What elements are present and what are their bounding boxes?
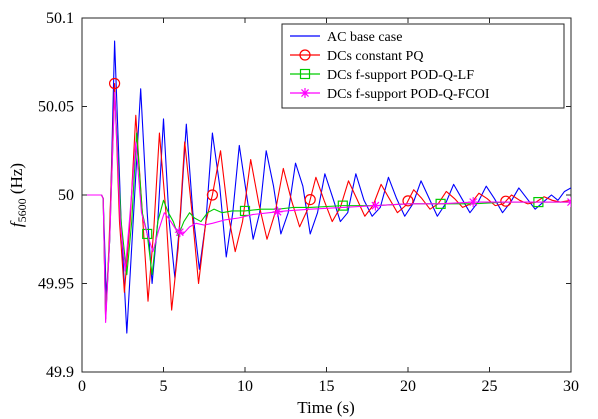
data-point-marker (500, 195, 512, 207)
x-tick-label: 20 (400, 378, 416, 395)
legend-label: DCs constant PQ (327, 49, 423, 64)
series-line (82, 91, 571, 320)
legend-marker (299, 68, 311, 80)
y-tick-label: 50 (58, 187, 74, 204)
y-tick-label: 49.9 (46, 364, 74, 381)
legend-box (281, 23, 565, 109)
data-point-marker (468, 197, 479, 208)
legend-item: AC base case (290, 30, 402, 45)
legend-marker (299, 49, 311, 61)
data-point-marker (108, 77, 121, 90)
legend-label: AC base case (327, 30, 402, 45)
data-point-marker (239, 205, 251, 217)
series-layer (82, 40, 571, 334)
data-point-marker (402, 195, 414, 207)
legend: AC base case DCs constant PQ DCs f-support… (281, 23, 565, 109)
x-tick-label: 10 (237, 378, 253, 395)
series-line (82, 91, 571, 323)
data-point-marker (566, 197, 571, 208)
series-1 (82, 40, 571, 334)
legend-label: DCs f-support POD-Q-FCOI (327, 87, 490, 102)
y-axis-label-subscript: 5600 (15, 198, 29, 222)
y-axis-label-suffix: (Hz) (7, 163, 26, 198)
legend-item: DCs f-support POD-Q-FCOI (290, 87, 490, 102)
x-tick-label: 15 (319, 378, 335, 395)
y-axis-label-base: f (7, 220, 26, 227)
data-point-marker (142, 228, 153, 240)
legend-marker (300, 88, 310, 98)
y-tick-label: 50.1 (46, 10, 74, 27)
y-axis: 49.9 49.95 50 50.05 50.1 (38, 10, 571, 381)
data-point-marker (174, 227, 185, 238)
legend-item: DCs f-support POD-Q-LF (290, 68, 474, 83)
series-4 (82, 91, 571, 323)
data-point-marker (272, 206, 283, 217)
series-2 (82, 77, 571, 320)
legend-label: DCs f-support POD-Q-LF (327, 68, 474, 83)
y-axis-label: f5600 (Hz) (7, 163, 29, 227)
legend-item: DCs constant PQ (290, 49, 423, 64)
x-tick-label: 5 (160, 378, 168, 395)
series-line (82, 40, 571, 334)
y-tick-label: 49.95 (38, 276, 74, 293)
series-line (82, 82, 571, 320)
x-tick-label: 0 (78, 378, 86, 395)
x-tick-label: 25 (482, 378, 498, 395)
y-tick-label: 50.05 (38, 99, 74, 116)
x-axis: 0 5 10 15 20 25 30 (78, 18, 579, 395)
data-point-marker (206, 189, 218, 201)
x-axis-label: Time (s) (297, 398, 354, 417)
x-tick-label: 30 (563, 378, 579, 395)
data-point-marker (337, 200, 348, 211)
data-point-marker (304, 194, 316, 206)
data-point-marker (370, 200, 381, 211)
